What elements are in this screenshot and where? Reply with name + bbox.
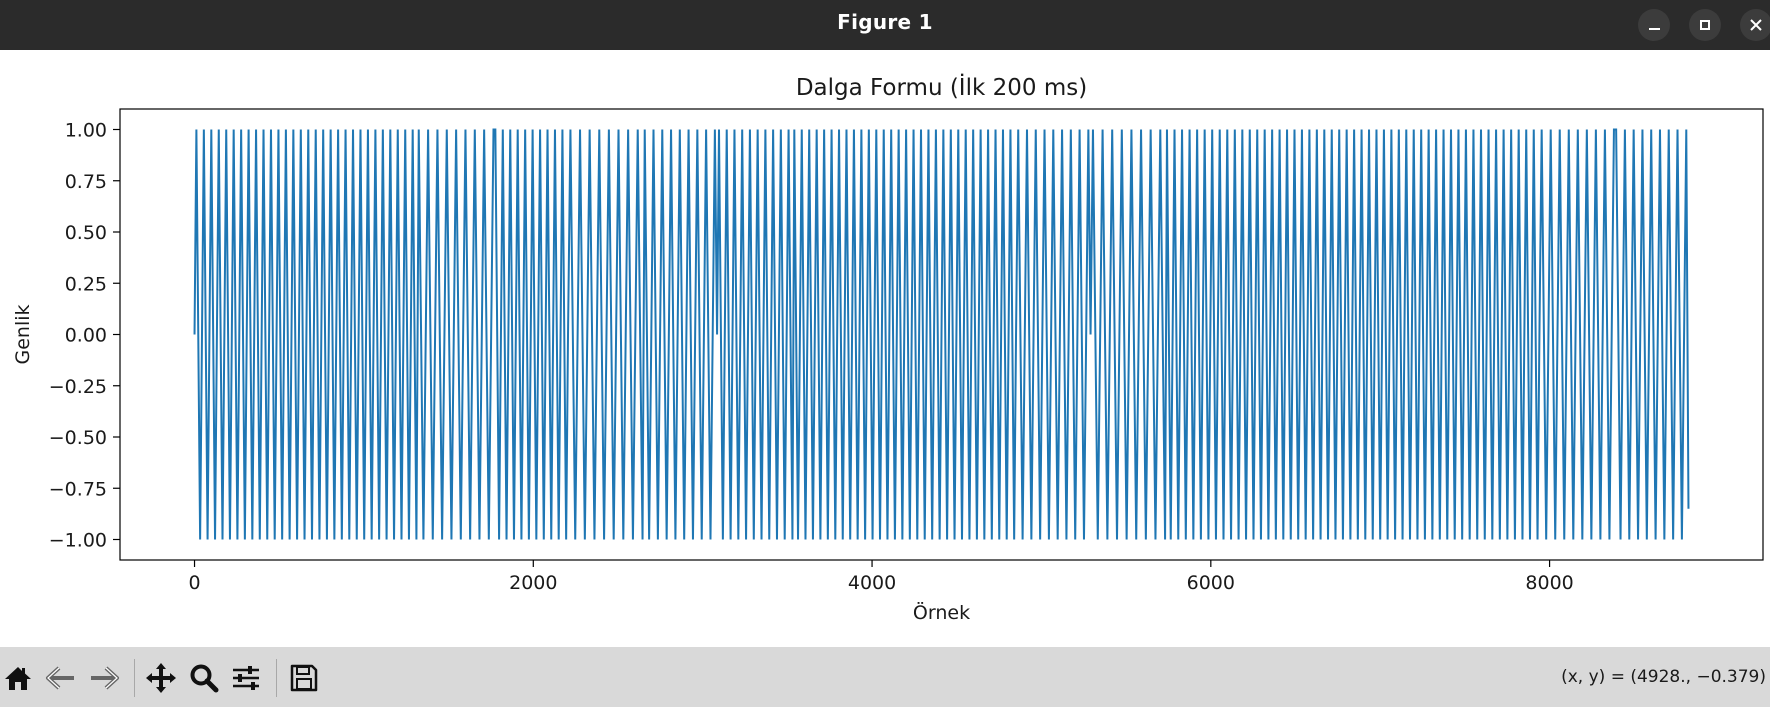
x-tick-label: 4000 (848, 572, 896, 594)
y-tick-label: 0.25 (65, 273, 107, 295)
window-title: Figure 1 (837, 10, 933, 34)
x-tick-label: 8000 (1525, 572, 1573, 594)
forward-button[interactable] (86, 661, 122, 695)
minimize-button[interactable] (1638, 9, 1670, 41)
toolbar-separator (134, 659, 135, 697)
toolbar-separator (276, 659, 277, 697)
save-icon (290, 664, 318, 692)
pan-icon (146, 663, 176, 693)
x-tick-label: 2000 (509, 572, 557, 594)
x-tick-label: 6000 (1187, 572, 1235, 594)
x-axis-label: Örnek (913, 601, 970, 624)
x-tick-label: 0 (188, 572, 200, 594)
zoom-icon (190, 664, 219, 693)
y-tick-label: 1.00 (65, 120, 107, 142)
close-icon (1750, 19, 1762, 31)
maximize-icon (1700, 20, 1710, 30)
configure-subplots-button[interactable] (228, 661, 264, 695)
navigation-toolbar: (x, y) = (4928., −0.379) (0, 647, 1770, 707)
figure-canvas[interactable]: 0 2000 4000 6000 8000 1.00 0.75 0.50 0.25 0.00 −0.… (0, 50, 1770, 647)
y-axis-label: Genlik (12, 304, 34, 364)
zoom-button[interactable] (186, 661, 222, 695)
y-tick-label: −0.75 (49, 478, 107, 500)
back-icon (46, 666, 74, 690)
save-button[interactable] (286, 661, 322, 695)
y-tick-label: 0.50 (65, 222, 107, 244)
configure-subplots-icon (233, 666, 259, 690)
y-tick-label: −0.25 (49, 376, 107, 398)
y-tick-label: 0.75 (65, 171, 107, 193)
waveform-line (193, 128, 1690, 540)
close-button[interactable] (1740, 9, 1770, 41)
waveform-chart: 0 2000 4000 6000 8000 1.00 0.75 0.50 0.25 0.00 −0.… (12, 73, 1764, 624)
window-titlebar: Figure 1 (0, 0, 1770, 50)
y-tick-label: −1.00 (49, 530, 107, 552)
minimize-icon (1648, 28, 1660, 30)
home-icon (5, 667, 31, 690)
chart-title: Dalga Formu (İlk 200 ms) (796, 73, 1087, 101)
y-tick-label: 0.00 (65, 325, 107, 347)
maximize-button[interactable] (1689, 9, 1721, 41)
pan-button[interactable] (143, 661, 179, 695)
y-tick-label: −0.50 (49, 427, 107, 449)
forward-icon (91, 666, 119, 690)
cursor-coordinates: (x, y) = (4928., −0.379) (1561, 667, 1766, 687)
back-button[interactable] (43, 661, 79, 695)
home-button[interactable] (0, 661, 36, 695)
